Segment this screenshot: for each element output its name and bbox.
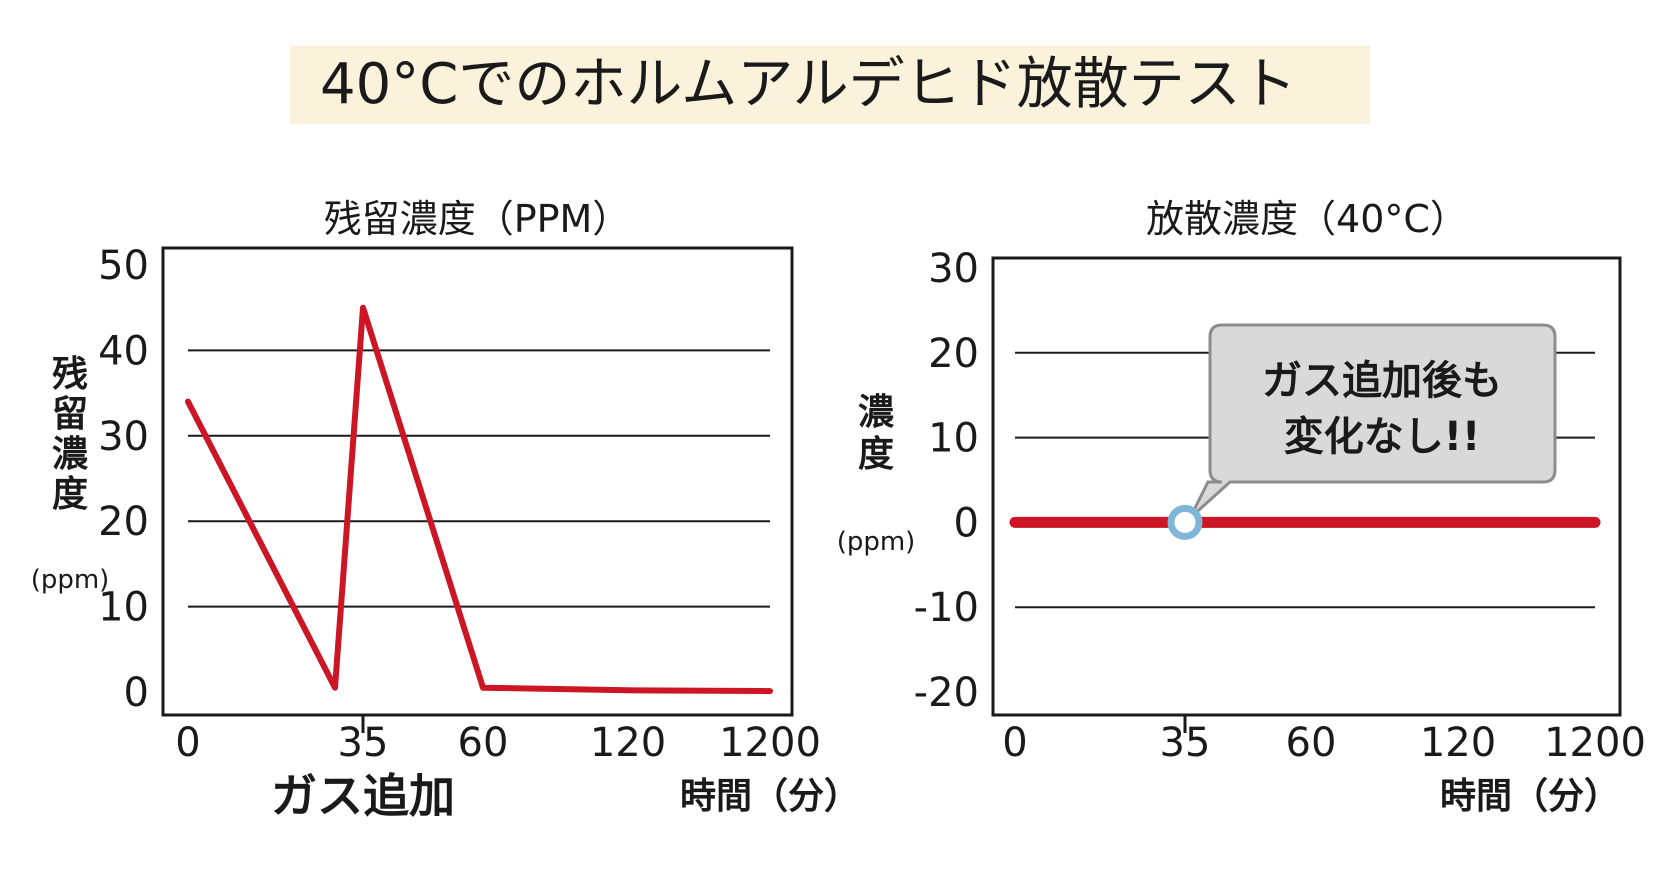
y-tick-label-1-0: 30 xyxy=(928,246,979,292)
y-tick-label-0-2: 30 xyxy=(98,414,149,460)
gas-added-label: ガス追加 xyxy=(271,769,455,823)
y-axis-label-char-0-0: 残 xyxy=(52,354,88,395)
x-axis-label-0: 時間（分） xyxy=(680,776,860,817)
x-tick-label-1-2: 60 xyxy=(1286,720,1337,766)
y-tick-label-0-3: 20 xyxy=(98,499,149,545)
y-axis-label-char-0-1: 留 xyxy=(52,394,88,435)
callout-text-line-0: ガス追加後も xyxy=(1262,358,1502,404)
callout-bubble xyxy=(1188,323,1557,520)
y-axis-label-char-1-1: 度 xyxy=(858,434,894,475)
y-tick-label-0-1: 40 xyxy=(98,328,149,374)
callout-text-line-1: 変化なし!! xyxy=(1284,414,1480,460)
series-line-0-0 xyxy=(185,304,773,695)
y-tick-label-1-2: 10 xyxy=(928,416,979,462)
x-tick-label-0-4: 1200 xyxy=(719,720,821,766)
x-tick-label-1-0: 0 xyxy=(1002,720,1027,766)
y-tick-label-1-3: 0 xyxy=(954,500,979,546)
chart-title-0: 残留濃度（PPM） xyxy=(324,197,631,241)
y-axis-unit-1: (ppm) xyxy=(837,527,916,557)
x-tick-label-1-3: 120 xyxy=(1420,720,1496,766)
y-axis-unit-0: (ppm) xyxy=(31,565,110,595)
x-tick-label-1-4: 1200 xyxy=(1544,720,1646,766)
y-tick-label-1-1: 20 xyxy=(928,331,979,377)
chart-frame-0 xyxy=(161,246,794,717)
chart-frame-1 xyxy=(991,256,1622,717)
chart-title-1: 放散濃度（40°C） xyxy=(1146,197,1468,241)
page-title: 40°Cでのホルムアルデヒド放散テスト xyxy=(320,52,1297,117)
y-tick-label-1-4: -10 xyxy=(914,585,979,631)
page-title-banner: 40°Cでのホルムアルデヒド放散テスト xyxy=(290,46,1370,124)
y-axis-label-char-0-3: 度 xyxy=(52,474,88,515)
marker-circle xyxy=(1167,504,1203,540)
x-tick-label-0-3: 120 xyxy=(590,720,666,766)
y-axis-label-char-0-2: 濃 xyxy=(52,434,89,475)
x-tick-label-0-0: 0 xyxy=(175,720,200,766)
y-tick-label-1-5: -20 xyxy=(914,670,979,716)
x-tick-label-0-2: 60 xyxy=(458,720,509,766)
y-axis-label-char-1-0: 濃 xyxy=(858,392,895,433)
y-tick-label-0-0: 50 xyxy=(98,243,149,289)
y-tick-label-0-4: 10 xyxy=(98,585,149,631)
y-tick-label-0-5: 0 xyxy=(124,670,149,716)
x-axis-label-1: 時間（分） xyxy=(1440,776,1620,817)
